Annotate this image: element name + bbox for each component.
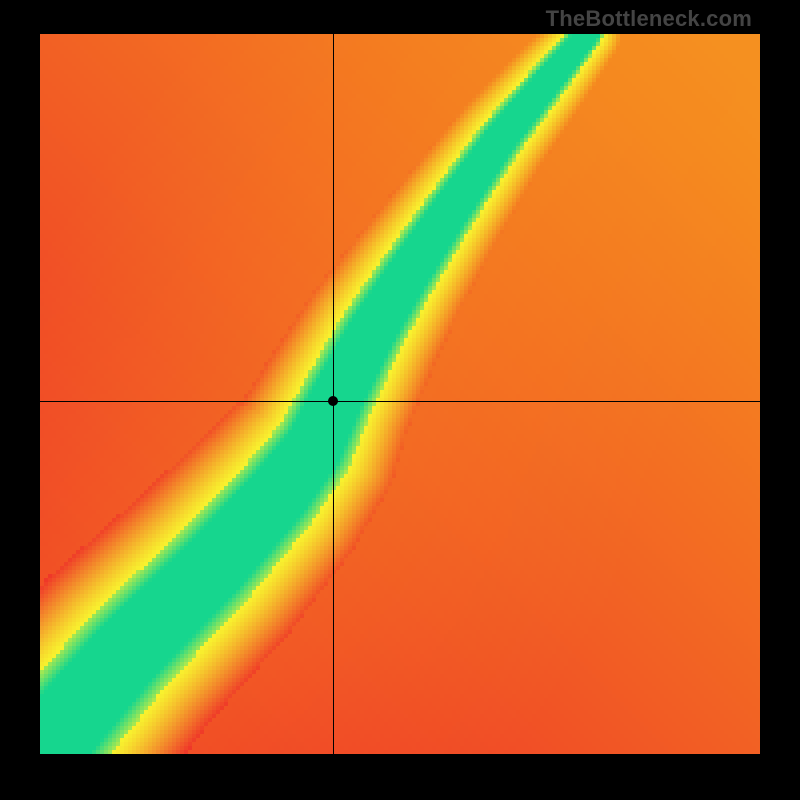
bottleneck-heatmap: [40, 34, 760, 754]
watermark-text: TheBottleneck.com: [546, 6, 752, 32]
crosshair-horizontal: [40, 401, 760, 402]
chart-container: { "watermark": { "text": "TheBottleneck.…: [0, 0, 800, 800]
crosshair-vertical: [333, 34, 334, 754]
